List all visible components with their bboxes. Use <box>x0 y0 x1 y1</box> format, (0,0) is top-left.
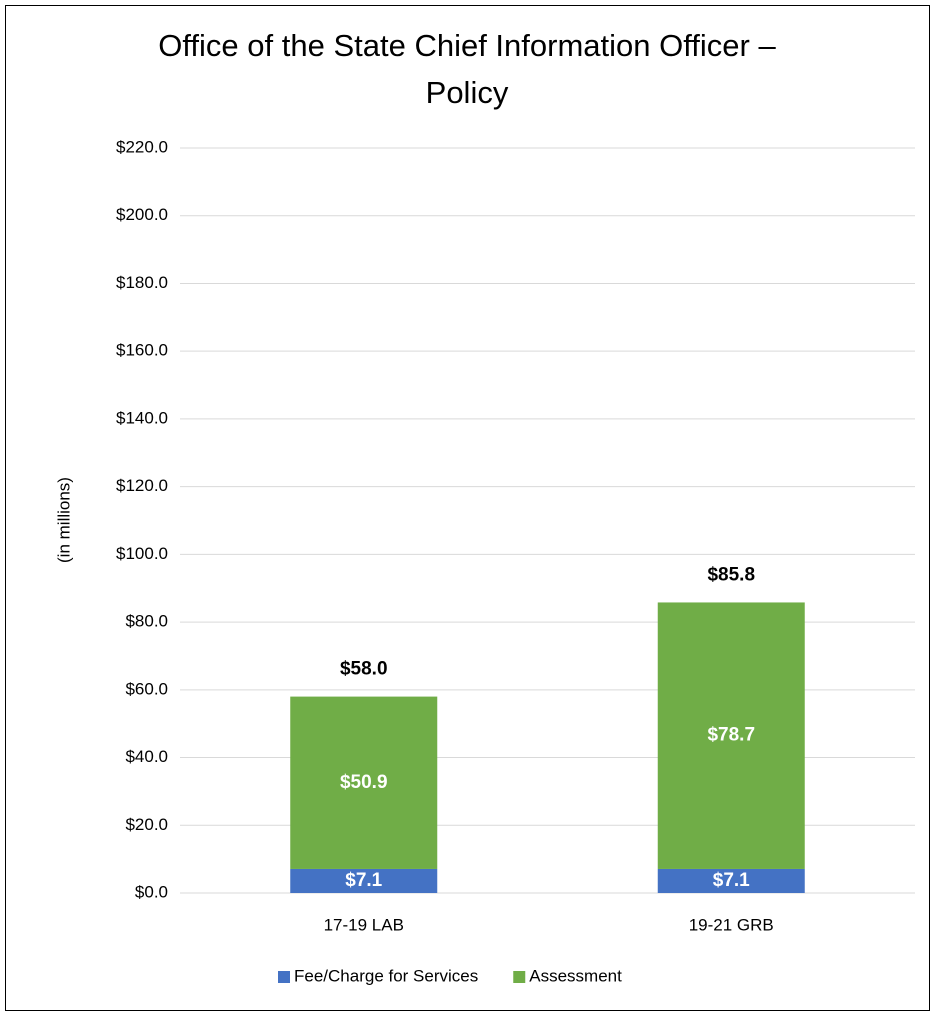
x-tick-label: 19-21 GRB <box>689 915 774 934</box>
y-tick-label: $220.0 <box>116 137 168 156</box>
bar-segment <box>657 868 805 893</box>
y-tick-label: $100.0 <box>116 544 168 563</box>
total-label: $85.8 <box>707 564 755 585</box>
legend-label: Fee/Charge for Services <box>294 966 478 985</box>
y-tick-label: $180.0 <box>116 273 168 292</box>
y-tick-label: $120.0 <box>116 476 168 495</box>
legend-label: Assessment <box>529 966 622 985</box>
y-tick-label: $140.0 <box>116 408 168 427</box>
bar-segment <box>290 696 438 869</box>
y-tick-label: $20.0 <box>125 815 168 834</box>
y-tick-label: $40.0 <box>125 747 168 766</box>
y-tick-label: $200.0 <box>116 205 168 224</box>
y-tick-label: $60.0 <box>125 679 168 698</box>
y-axis-label: (in millions) <box>54 477 73 563</box>
y-tick-label: $80.0 <box>125 612 168 631</box>
data-label: $7.1 <box>345 870 382 891</box>
data-label: $7.1 <box>713 870 750 891</box>
total-label: $58.0 <box>340 659 388 680</box>
y-tick-label: $160.0 <box>116 341 168 360</box>
bar-segment <box>657 602 805 869</box>
legend-swatch <box>278 971 290 983</box>
data-label: $50.9 <box>340 772 388 793</box>
data-label: $78.7 <box>707 725 755 746</box>
bar-segment <box>290 868 438 893</box>
x-tick-label: 17-19 LAB <box>324 915 404 934</box>
legend-swatch <box>513 971 526 983</box>
y-tick-label: $0.0 <box>135 882 168 901</box>
chart-title: Office of the State Chief Information Of… <box>158 28 776 110</box>
